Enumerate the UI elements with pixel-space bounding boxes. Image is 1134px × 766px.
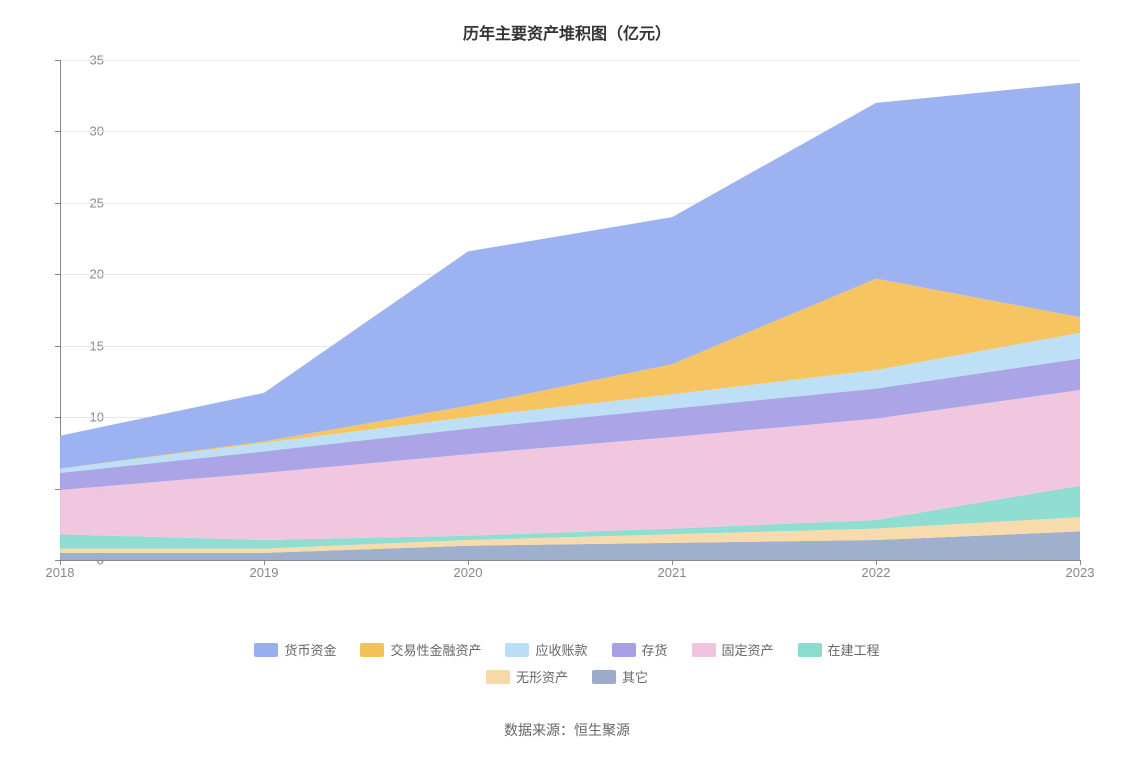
legend-swatch xyxy=(798,643,822,657)
legend-swatch xyxy=(360,643,384,657)
x-tick xyxy=(1080,560,1081,565)
stacked-area-chart: 历年主要资产堆积图（亿元） 05101520253035 20182019202… xyxy=(0,0,1134,766)
legend-swatch xyxy=(254,643,278,657)
x-tick-label: 2023 xyxy=(1066,565,1095,580)
x-tick-label: 2021 xyxy=(658,565,687,580)
legend-label: 货币资金 xyxy=(284,640,336,659)
legend-label: 存货 xyxy=(642,640,668,659)
legend-item[interactable]: 货币资金 xyxy=(254,640,336,659)
legend-item[interactable]: 固定资产 xyxy=(692,640,774,659)
legend-item[interactable]: 其它 xyxy=(592,667,648,686)
x-tick-label: 2019 xyxy=(250,565,279,580)
legend-row: 无形资产 其它 xyxy=(0,667,1134,686)
legend-item[interactable]: 存货 xyxy=(612,640,668,659)
legend: 货币资金 交易性金融资产 应收账款 存货 固定资产 在建工程无形资产 其它 xyxy=(0,640,1134,694)
legend-swatch xyxy=(692,643,716,657)
chart-title: 历年主要资产堆积图（亿元） xyxy=(0,0,1134,44)
legend-label: 无形资产 xyxy=(516,667,568,686)
legend-label: 在建工程 xyxy=(828,640,880,659)
legend-swatch xyxy=(612,643,636,657)
legend-label: 交易性金融资产 xyxy=(390,640,481,659)
stacked-areas xyxy=(60,60,1080,560)
legend-swatch xyxy=(486,670,510,684)
legend-item[interactable]: 应收账款 xyxy=(505,640,587,659)
x-tick-label: 2020 xyxy=(454,565,483,580)
legend-item[interactable]: 交易性金融资产 xyxy=(360,640,481,659)
legend-row: 货币资金 交易性金融资产 应收账款 存货 固定资产 在建工程 xyxy=(0,640,1134,659)
x-tick-label: 2018 xyxy=(46,565,75,580)
legend-swatch xyxy=(505,643,529,657)
legend-item[interactable]: 无形资产 xyxy=(486,667,568,686)
legend-label: 其它 xyxy=(622,667,648,686)
legend-item[interactable]: 在建工程 xyxy=(798,640,880,659)
legend-label: 应收账款 xyxy=(535,640,587,659)
x-tick-label: 2022 xyxy=(862,565,891,580)
legend-label: 固定资产 xyxy=(722,640,774,659)
plot-area xyxy=(60,60,1080,560)
x-axis-line xyxy=(60,560,1080,561)
data-source: 数据来源：恒生聚源 xyxy=(0,720,1134,740)
legend-swatch xyxy=(592,670,616,684)
